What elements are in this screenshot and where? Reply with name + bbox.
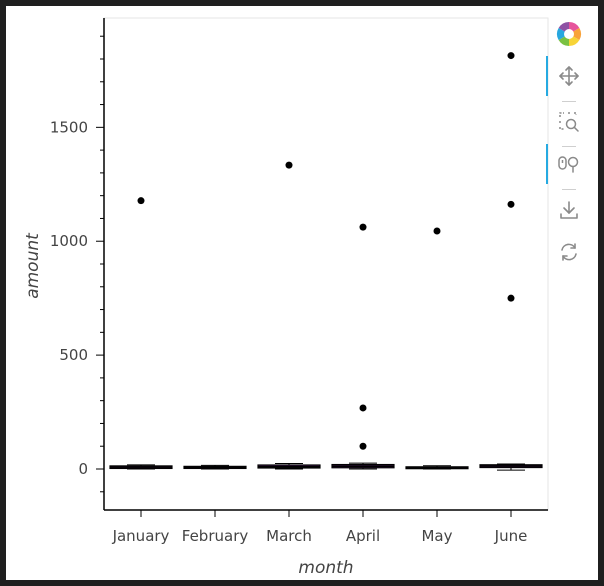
- y-axis-label: amount: [23, 232, 43, 299]
- outlier-point: [359, 223, 367, 231]
- outlier-series: [137, 52, 515, 450]
- x-tick-label: May: [421, 527, 452, 545]
- outlier-point: [285, 161, 293, 169]
- outlier-point: [507, 294, 515, 302]
- y-tick-label: 0: [78, 460, 88, 478]
- bokeh-logo[interactable]: [546, 14, 592, 54]
- plot-area-border: [103, 17, 549, 511]
- y-tick-label: 1000: [50, 232, 88, 250]
- reset-icon: [561, 243, 577, 261]
- x-axis-label: month: [298, 558, 353, 578]
- box-series: [109, 462, 543, 471]
- logo-icon: [556, 21, 582, 47]
- save-tool-button[interactable]: [546, 190, 592, 230]
- box-zoom-tool-button[interactable]: [546, 102, 592, 142]
- wheel-zoom-icon: [558, 156, 579, 173]
- x-tick-label: February: [182, 527, 249, 545]
- outlier-point: [507, 200, 515, 208]
- chart-toolbar: [546, 10, 592, 280]
- outlier-point: [137, 197, 145, 205]
- x-axis: January February March April May June: [104, 509, 548, 545]
- y-tick-label: 500: [59, 346, 88, 364]
- wheel-zoom-tool-button[interactable]: [546, 144, 592, 184]
- reset-tool-button[interactable]: [546, 232, 592, 272]
- y-tick-label: 1500: [50, 118, 88, 136]
- box-zoom-icon: [559, 112, 579, 132]
- outlier-point: [433, 227, 441, 235]
- x-tick-label: March: [266, 527, 312, 545]
- save-icon: [560, 201, 578, 219]
- pan-tool-button[interactable]: [546, 56, 592, 96]
- x-tick-label: April: [346, 527, 380, 545]
- x-tick-label: June: [494, 527, 528, 545]
- y-axis: 0 500 1000 1500: [50, 18, 105, 510]
- outlier-point: [507, 52, 515, 60]
- outlier-point: [359, 442, 367, 450]
- toolbar-divider: [562, 101, 576, 102]
- x-tick-label: January: [112, 527, 170, 545]
- toolbar-divider: [562, 189, 576, 190]
- outlier-point: [359, 404, 367, 412]
- toolbar-divider: [562, 146, 576, 147]
- pan-icon: [559, 66, 579, 86]
